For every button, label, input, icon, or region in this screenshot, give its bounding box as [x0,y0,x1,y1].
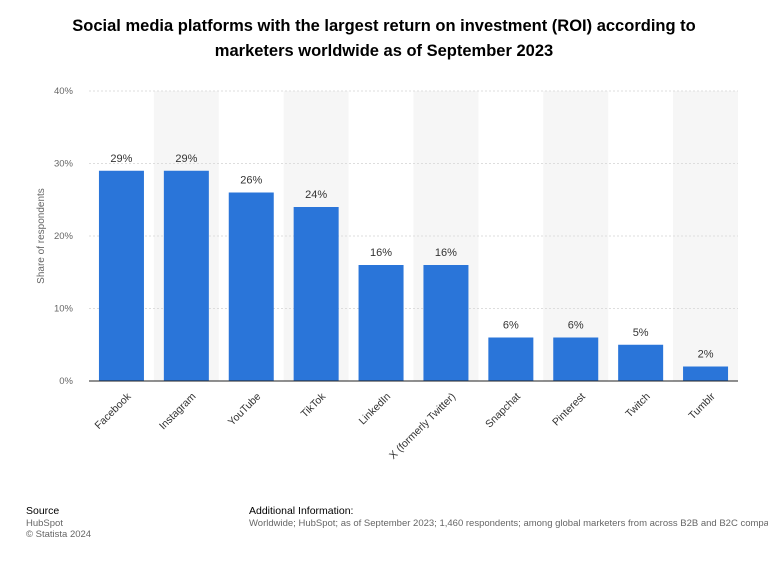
value-label: 6% [503,320,519,332]
value-label: 5% [633,327,649,339]
x-tick-label: Snapchat [483,391,523,431]
y-tick-label: 30% [54,159,74,170]
y-tick-label: 20% [54,231,74,242]
bar[interactable] [98,170,144,381]
bar-chart: 0%10%20%30%40% 29% 29%26%24%16% 16%6% 6%5%2… [36,86,738,462]
copyright: © Statista 2024 [26,529,92,540]
y-tick-label: 0% [59,376,73,387]
y-axis-ticks: 0% 10% 20% 30% 40% [54,86,74,387]
value-labels: 29% 29% 26% 24% 16% 16% 6% 6% 5% 2% [110,153,713,361]
x-axis-labels: Facebook Instagram YouTube TikTok LinkedInX … [92,390,718,462]
additional-info-block: Additional Information: Worldwide; HubSp… [249,505,768,529]
source-block: Source HubSpot © Statista 2024 [26,505,91,540]
bars [98,170,729,382]
bar[interactable] [293,207,339,381]
additional-info-text: Worldwide; HubSpot; as of September 2023… [249,518,768,529]
x-tick-label: Instagram [157,390,199,432]
value-label: 6% [568,320,584,332]
y-axis-title: Share of respondents [36,188,47,284]
y-tick-label: 40% [54,86,74,97]
bar[interactable] [488,337,534,382]
bar[interactable] [423,265,469,381]
value-label: 24% [305,189,327,201]
x-tick-label: Twitch [623,391,653,421]
value-label: 16% [435,247,457,259]
x-tick-label: Facebook [92,390,134,432]
y-tick-label: 10% [54,304,74,315]
bar[interactable] [683,366,729,382]
x-tick-label: X (formerly Twitter) [387,391,458,462]
source-name: HubSpot [26,518,63,529]
value-label: 16% [370,247,392,259]
bar[interactable] [358,265,404,381]
bar[interactable] [228,192,274,382]
bar[interactable] [553,337,599,382]
value-label: 26% [240,175,262,187]
value-label: 29% [110,153,132,165]
source-heading: Source [26,505,60,517]
chart-title: Social media platforms with the largest … [72,17,696,60]
bar[interactable] [163,170,209,381]
bar[interactable] [618,344,664,381]
value-label: 29% [175,153,197,165]
x-tick-label: YouTube [226,391,264,429]
x-tick-label: TikTok [299,390,329,420]
x-tick-label: LinkedIn [357,391,394,428]
x-tick-label: Pinterest [550,391,588,429]
additional-info-heading: Additional Information: [249,505,354,517]
value-label: 2% [698,349,714,361]
x-tick-label: Tumblr [686,390,718,422]
